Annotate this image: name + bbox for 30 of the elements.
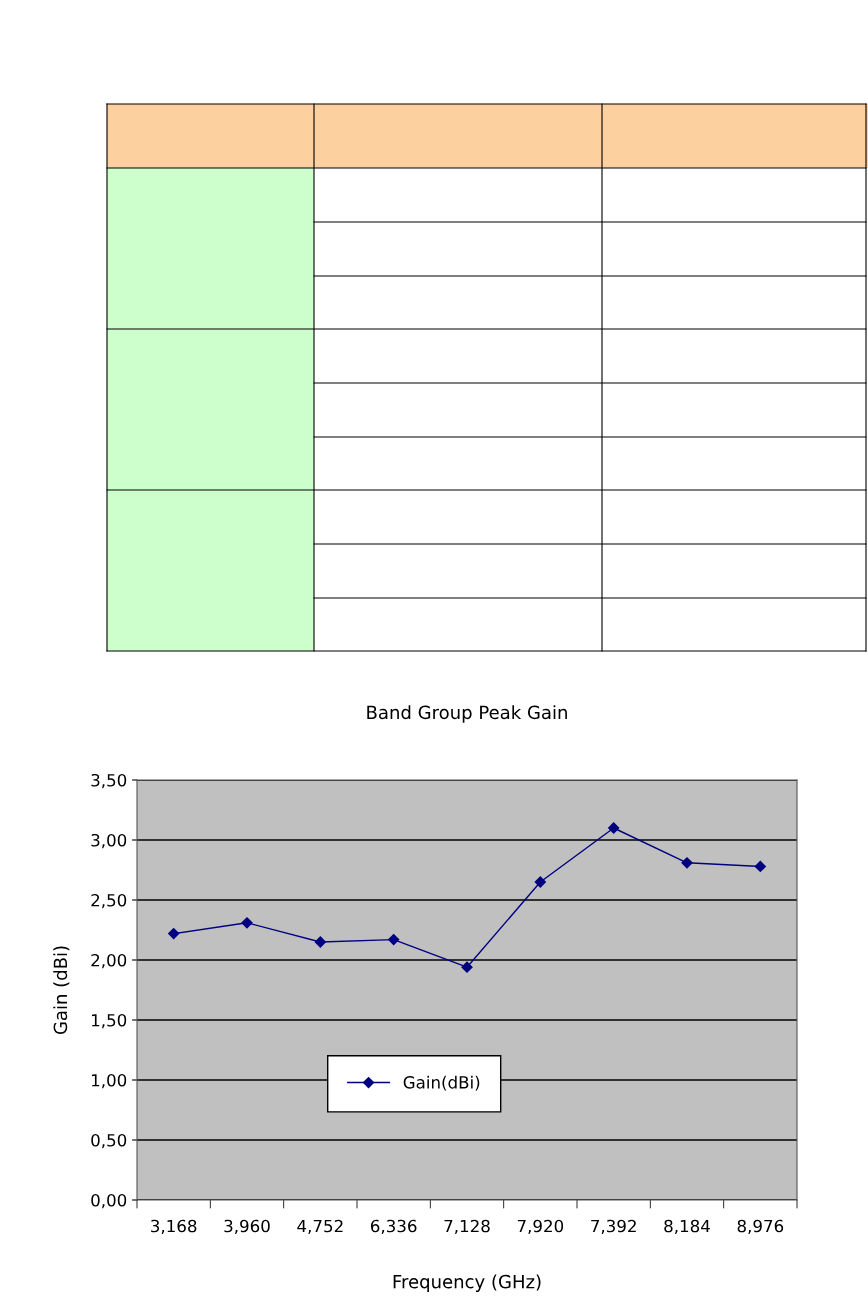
x-tick-label: 3,168	[151, 1219, 197, 1235]
point	[534, 876, 546, 888]
x-tick-label: 7,128	[444, 1219, 490, 1235]
x-tick-label: 8,976	[737, 1219, 784, 1235]
point	[241, 917, 253, 929]
x-tick-label: 8,184	[664, 1219, 710, 1235]
y-tick-label: 0,50	[91, 1133, 127, 1149]
point	[314, 936, 326, 948]
y-tick-label: 3,00	[91, 833, 127, 849]
y-axis-title: Gain (dBi)	[53, 946, 70, 1035]
x-tick-label: 7,920	[517, 1219, 564, 1235]
x-tick-label: 6,336	[370, 1219, 417, 1235]
point	[608, 822, 620, 834]
x-tick-label: 3,960	[224, 1219, 270, 1235]
y-tick-label: 2,00	[91, 953, 127, 969]
x-tick-label: 7,392	[591, 1219, 636, 1235]
point	[388, 933, 400, 946]
x-axis-title: Frequency (GHz)	[393, 1274, 541, 1292]
legend-label: Gain(dBi)	[403, 1075, 480, 1091]
chart-title: Band Group Peak Gain	[367, 705, 567, 723]
y-tick-label: 0,00	[91, 1193, 127, 1209]
y-tick-label: 1,50	[92, 1013, 127, 1029]
y-tick-label: 3,50	[91, 773, 127, 789]
y-tick-label: 1,00	[92, 1073, 127, 1089]
point	[754, 860, 766, 873]
x-tick-label: 4,752	[297, 1219, 343, 1235]
y-tick-label: 2,50	[91, 893, 127, 909]
point	[681, 857, 693, 869]
point	[461, 961, 473, 973]
point	[168, 927, 180, 940]
